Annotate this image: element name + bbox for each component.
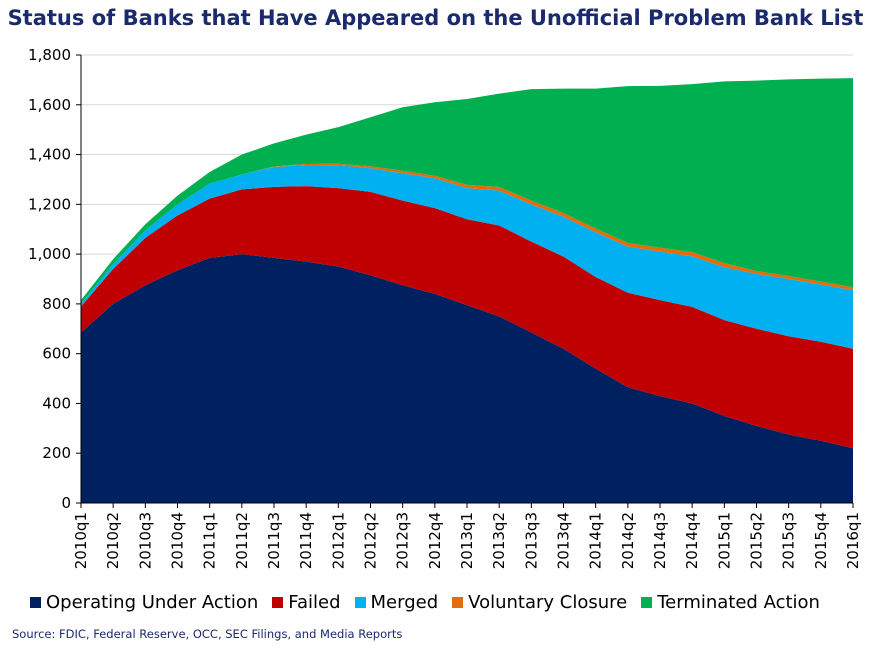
x-tick-label: 2013q1 (458, 512, 476, 569)
legend-swatch (354, 596, 366, 608)
y-axis-tick-labels: 0 200 400 600 800 1,000 1,200 1,400 1,600 1,800 (28, 46, 71, 512)
legend-item-merged: Merged (354, 591, 439, 613)
x-tick-label: 2012q2 (362, 512, 380, 569)
area-series-group (81, 78, 853, 503)
legend-item-terminated-action: Terminated Action (641, 592, 820, 613)
y-tick-label: 800 (42, 295, 71, 313)
x-tick-label: 2016q1 (844, 512, 862, 569)
legend-label: Voluntary Closure (468, 591, 628, 613)
x-tick-label: 2010q2 (104, 512, 122, 569)
legend-label: Failed (288, 591, 341, 613)
y-tick-label: 1,400 (28, 146, 71, 164)
x-tick-label: 2013q4 (555, 512, 573, 569)
x-tick-label: 2011q3 (265, 512, 283, 569)
x-tick-label: 2015q4 (812, 512, 830, 569)
legend: Operating Under Action Failed Merged Volunt… (30, 589, 871, 615)
x-tick-label: 2012q1 (329, 512, 347, 569)
axes (76, 54, 854, 508)
legend-swatch (452, 596, 464, 608)
x-tick-label: 2014q4 (683, 512, 701, 569)
legend-item-failed: Failed (272, 591, 341, 613)
x-tick-label: 2015q1 (715, 512, 733, 569)
legend-item-voluntary-closure: Voluntary Closure (452, 592, 627, 613)
legend-swatch (272, 596, 284, 608)
x-tick-label: 2012q3 (394, 512, 412, 569)
area-failed (81, 186, 853, 449)
y-tick-label: 1,000 (28, 245, 71, 263)
x-tick-label: 2010q3 (136, 512, 154, 569)
x-tick-label: 2013q2 (490, 512, 508, 569)
x-tick-label: 2015q2 (748, 512, 766, 569)
legend-label: Terminated Action (657, 591, 820, 613)
legend-item-operating-under-action: Operating Under Action (30, 592, 258, 613)
x-tick-label: 2013q3 (522, 512, 540, 569)
y-tick-label: 1,200 (28, 195, 71, 213)
legend-label: Merged (370, 591, 439, 613)
y-tick-label: 400 (42, 394, 71, 412)
x-tick-label: 2010q4 (169, 512, 187, 569)
y-tick-label: 200 (42, 444, 71, 462)
x-tick-label: 2011q4 (297, 512, 315, 569)
area-terminated-action (81, 78, 853, 304)
legend-swatch (30, 596, 41, 608)
y-tick-label: 0 (61, 494, 71, 512)
x-tick-label: 2011q2 (233, 512, 251, 569)
x-tick-label: 2012q4 (426, 512, 444, 569)
x-tick-label: 2010q1 (72, 512, 90, 569)
legend-swatch (641, 596, 653, 608)
y-tick-label: 1,800 (28, 46, 71, 64)
x-tick-label: 2015q3 (780, 512, 798, 569)
y-tick-label: 600 (42, 345, 71, 363)
x-tick-label: 2014q1 (587, 512, 605, 569)
area-operating-under-action (81, 254, 853, 503)
x-tick-label: 2011q1 (201, 512, 219, 569)
legend-label: Operating Under Action (46, 591, 259, 613)
x-tick-label: 2014q2 (619, 512, 637, 569)
area-merged (81, 165, 853, 349)
y-tick-label: 1,600 (28, 96, 71, 114)
x-tick-label: 2014q3 (651, 512, 669, 569)
source-note: Source: FDIC, Federal Reserve, OCC, SEC … (12, 627, 403, 641)
x-axis-tick-labels: 2010q1 2010q2 2010q3 2010q4 2011q1 2011q2 2011… (72, 512, 862, 569)
chart-title: Status of Banks that Have Appeared on th… (7, 6, 864, 30)
